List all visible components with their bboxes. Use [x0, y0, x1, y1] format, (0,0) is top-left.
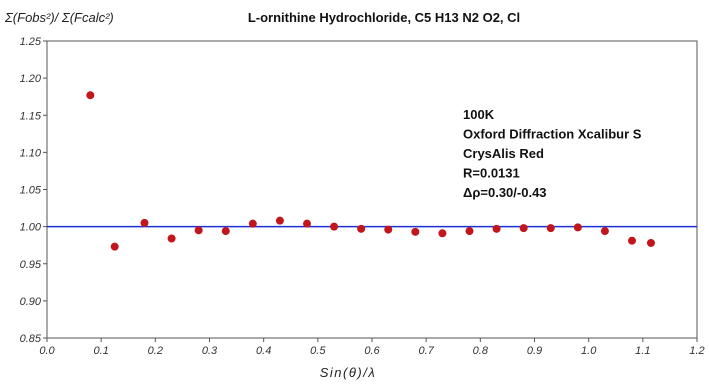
y-tick-label: 1.20	[20, 73, 42, 85]
data-point	[140, 218, 149, 227]
annotation-line: Δρ=0.30/-0.43	[463, 185, 547, 200]
data-point	[330, 222, 339, 231]
y-tick-label: 1.05	[20, 185, 42, 197]
y-tick-label: 1.25	[20, 36, 42, 48]
annotation-block: 100K Oxford Diffraction Xcalibur S CrysAli…	[463, 107, 642, 200]
x-tick-label: 1.2	[689, 345, 704, 357]
x-axis-label: Sin(θ)/λ	[320, 365, 377, 380]
x-tick-label: 0.9	[527, 345, 542, 357]
x-axis-ticks: 0.0 0.1 0.2 0.3 0.4 0.5 0.6 0.7 0.8 0.9 1.0 1.1 1.2	[39, 338, 705, 357]
data-point	[248, 219, 257, 228]
x-tick-label: 0.8	[473, 345, 489, 357]
data-point	[275, 216, 284, 225]
data-point	[110, 242, 119, 251]
data-point	[546, 224, 555, 233]
x-tick-label: 1.1	[635, 345, 650, 357]
x-tick-label: 0.3	[202, 345, 218, 357]
y-tick-label: 1.10	[20, 147, 42, 159]
annotation-line: R=0.0131	[463, 166, 520, 181]
chart-title: L-ornithine Hydrochloride, C5 H13 N2 O2,…	[248, 10, 520, 25]
x-tick-label: 0.4	[256, 345, 271, 357]
data-point	[600, 227, 609, 236]
plot-frame	[46, 40, 698, 339]
data-point	[465, 227, 474, 236]
x-tick-label: 0.5	[310, 345, 326, 357]
annotation-line: 100K	[463, 107, 495, 122]
x-tick-label: 0.7	[419, 345, 435, 357]
x-tick-label: 0.6	[364, 345, 380, 357]
data-point	[646, 238, 655, 247]
data-point	[438, 229, 447, 238]
annotation-line: Oxford Diffraction Xcalibur S	[463, 127, 642, 142]
y-tick-label: 0.90	[20, 296, 42, 308]
y-tick-label: 1.15	[20, 110, 42, 122]
y-axis-ticks: 0.85 0.90 0.95 1.00 1.05 1.10 1.15 1.20 1.25	[20, 36, 47, 345]
data-point	[411, 227, 420, 236]
data-point	[628, 236, 636, 245]
x-tick-label: 1.0	[581, 345, 597, 357]
data-point	[357, 224, 366, 233]
annotation-line: CrysAlis Red	[463, 146, 544, 161]
x-tick-label: 0.0	[39, 345, 55, 357]
y-axis-label: Σ(Fobs²)/ Σ(Fcalc²)	[4, 10, 114, 25]
data-point	[221, 227, 230, 236]
data-point	[167, 234, 176, 243]
x-tick-label: 0.2	[148, 345, 163, 357]
data-point	[492, 224, 501, 233]
data-point	[519, 224, 528, 233]
data-point	[194, 226, 203, 235]
y-tick-label: 0.95	[20, 259, 42, 271]
data-point	[573, 223, 582, 232]
x-tick-label: 0.1	[94, 345, 109, 357]
data-points	[86, 91, 655, 251]
y-tick-label: 1.00	[20, 222, 42, 234]
data-point	[86, 91, 95, 100]
data-point	[303, 219, 311, 228]
data-point	[384, 225, 393, 234]
y-tick-label: 0.85	[20, 333, 42, 345]
